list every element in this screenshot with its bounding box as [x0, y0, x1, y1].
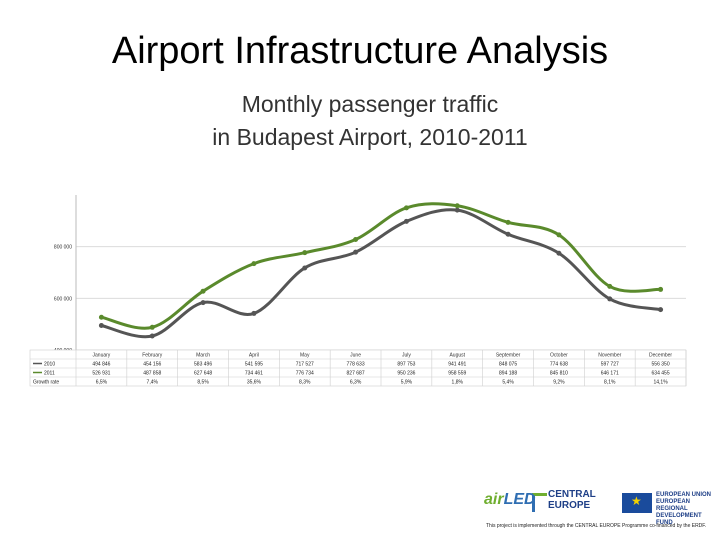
data-label-2010: 941 491 — [448, 362, 466, 368]
data-point-2011 — [200, 288, 206, 294]
x-tick-label: December — [649, 353, 672, 359]
data-label-2011: 634 455 — [652, 371, 670, 377]
x-tick-label: March — [196, 353, 210, 359]
growth-rate-value: 8,5% — [197, 380, 209, 386]
x-tick-label: February — [142, 353, 163, 359]
data-label-2011: 627 648 — [194, 371, 212, 377]
eu-flag-icon — [622, 493, 652, 513]
footer-disclaimer: This project is implemented through the … — [486, 523, 707, 529]
growth-rate-value: 6,5% — [96, 380, 108, 386]
data-point-2010 — [149, 333, 155, 339]
data-label-2010: 597 727 — [601, 362, 619, 368]
data-point-2010 — [403, 218, 409, 224]
chart-gridlines — [76, 246, 686, 351]
data-label-2010: 717 527 — [296, 362, 314, 368]
growth-rate-value: 5,9% — [401, 380, 413, 386]
growth-rate-value: 7,4% — [147, 380, 159, 386]
central-europe-mark — [532, 493, 547, 512]
data-point-2010 — [302, 265, 308, 271]
growth-rate-value: 6,3% — [350, 380, 362, 386]
growth-rate-value: 8,3% — [299, 380, 311, 386]
subtitle-line-2: in Budapest Airport, 2010-2011 — [212, 124, 528, 150]
growth-rate-value: 5,4% — [502, 380, 514, 386]
data-table: January February March April May June July Augu… — [29, 349, 687, 387]
subtitle-line-1: Monthly passenger traffic — [241, 91, 499, 117]
data-label-2011: 776 734 — [296, 371, 314, 377]
data-label-2011: 526 931 — [92, 371, 110, 377]
data-label-2011: 487 858 — [143, 371, 161, 377]
data-label-2011: 734 461 — [245, 371, 263, 377]
x-tick-label: July — [402, 353, 411, 359]
growth-rate-label: Growth rate — [33, 380, 59, 386]
data-label-2011: 646 171 — [601, 371, 619, 377]
data-label-2011: 827 687 — [347, 371, 365, 377]
data-label-2010: 778 633 — [347, 362, 365, 368]
series-line-2011 — [101, 202, 661, 330]
data-point-2011 — [251, 261, 257, 267]
chart-series — [98, 202, 664, 339]
data-point-2010 — [454, 207, 460, 213]
data-point-2010 — [251, 310, 257, 316]
y-tick-label: 600 000 — [54, 296, 72, 302]
x-tick-label: November — [598, 353, 621, 359]
slide-title: Airport Infrastructure Analysis — [111, 30, 609, 72]
x-tick-label: September — [496, 353, 521, 359]
data-point-2011 — [607, 283, 613, 289]
growth-rate-value: 35,6% — [247, 380, 262, 386]
data-point-2010 — [98, 322, 104, 328]
data-point-2011 — [98, 314, 104, 320]
data-label-2011: 894 188 — [499, 371, 517, 377]
slide-subtitle: Monthly passenger traffic in Budapest Ai… — [0, 88, 720, 154]
data-label-2010: 848 075 — [499, 362, 517, 368]
data-point-2010 — [607, 296, 613, 302]
data-label-2010: 897 753 — [397, 362, 415, 368]
data-point-2011 — [353, 237, 359, 243]
airled-logo: airLED — [484, 491, 536, 508]
data-label-2010: 556 350 — [652, 362, 670, 368]
legend-label-2011: 2011 — [44, 371, 55, 377]
growth-rate-value: 14,1% — [653, 380, 668, 386]
data-point-2010 — [200, 300, 206, 306]
data-point-2011 — [505, 219, 511, 225]
x-tick-label: October — [550, 353, 568, 359]
data-point-2011 — [403, 205, 409, 211]
data-point-2010 — [353, 249, 359, 255]
data-point-2011 — [149, 324, 155, 330]
data-label-2011: 958 559 — [448, 371, 466, 377]
data-point-2010 — [505, 231, 511, 237]
x-tick-label: January — [93, 353, 111, 359]
x-tick-label: August — [449, 353, 465, 359]
data-label-2011: 845 810 — [550, 371, 568, 377]
eu-logo-text: EUROPEAN UNION EUROPEAN REGIONAL DEVELOP… — [656, 492, 712, 526]
growth-rate-value: 1,8% — [452, 380, 464, 386]
legend-label-2010: 2010 — [44, 362, 55, 368]
series-line-2010 — [101, 208, 661, 339]
growth-rate-value: 8,1% — [604, 380, 616, 386]
y-tick-label: 800 000 — [54, 245, 72, 251]
data-label-2011: 950 236 — [397, 371, 415, 377]
data-label-2010: 454 156 — [143, 362, 161, 368]
data-point-2011 — [556, 232, 562, 238]
x-tick-label: April — [249, 353, 259, 359]
data-point-2011 — [658, 286, 664, 292]
data-label-2010: 494 846 — [92, 362, 110, 368]
x-tick-label: June — [350, 353, 361, 359]
central-europe-logo: CENTRAL EUROPE — [548, 489, 596, 511]
data-point-2010 — [658, 307, 664, 313]
footer-logos: airLED CENTRAL EUROPE EUROPEAN UNION EUR… — [482, 485, 714, 531]
data-label-2010: 583 496 — [194, 362, 212, 368]
data-point-2010 — [556, 250, 562, 256]
growth-rate-value: 9,2% — [553, 380, 565, 386]
data-point-2011 — [454, 203, 460, 209]
x-tick-label: May — [300, 353, 310, 359]
data-label-2010: 774 638 — [550, 362, 568, 368]
data-point-2011 — [302, 250, 308, 256]
data-label-2010: 541 595 — [245, 362, 263, 368]
